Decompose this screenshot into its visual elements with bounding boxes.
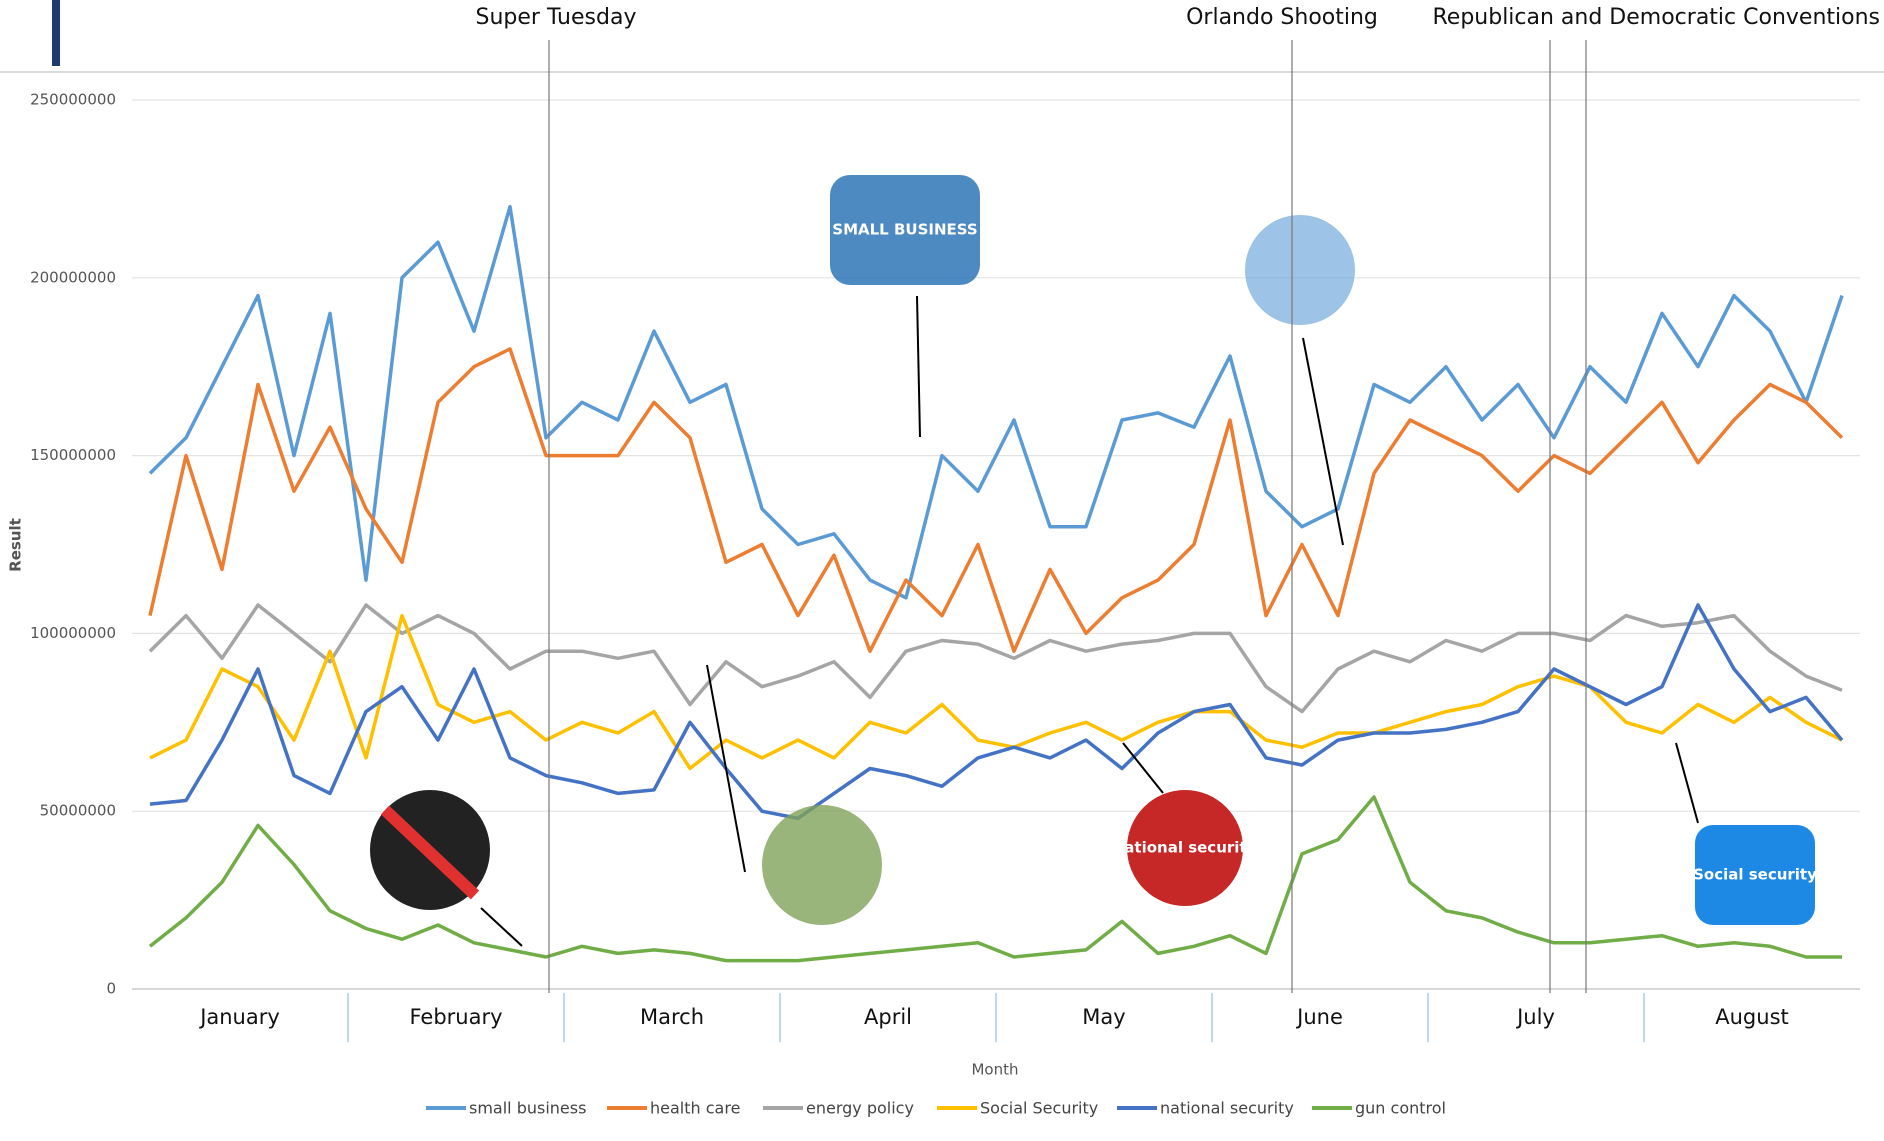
accent-bar [52, 0, 60, 66]
icon-energy [762, 805, 882, 925]
icon-gun-slash [380, 805, 480, 900]
icon-label: SMALL BUSINESS [832, 221, 977, 239]
y-tick-label: 0 [106, 980, 116, 998]
y-tick-label: 50000000 [40, 802, 116, 820]
y-tick-label: 150000000 [30, 446, 116, 464]
pointer [1675, 742, 1699, 824]
series-line [149, 603, 1844, 821]
month-label: April [864, 1005, 912, 1029]
series-line [149, 613, 1843, 771]
pointer [480, 907, 523, 947]
x-axis-label: Month [971, 1061, 1018, 1079]
y-tick-label: 200000000 [30, 268, 116, 286]
icon-label: national security [1114, 839, 1257, 857]
month-label: May [1082, 1005, 1125, 1029]
month-label: August [1715, 1005, 1789, 1029]
month-label: February [409, 1005, 502, 1029]
series-line [148, 795, 1842, 963]
legend-label: national security [1160, 1099, 1294, 1118]
series-line [148, 603, 1843, 714]
pointer [916, 295, 921, 438]
y-tick-label: 250000000 [30, 91, 116, 109]
pointer [1122, 742, 1164, 794]
month-label: July [1515, 1005, 1555, 1029]
y-axis-label: Result [7, 518, 25, 572]
icon-small-business [830, 175, 980, 285]
y-tick-label: 100000000 [30, 624, 116, 642]
month-label: March [640, 1005, 704, 1029]
legend-label: health care [650, 1099, 740, 1118]
annotation-label: Super Tuesday [476, 5, 637, 30]
icon-national-security [1127, 790, 1243, 906]
series-line [148, 204, 1844, 600]
pointer [1302, 337, 1344, 546]
icon-health [1245, 215, 1355, 325]
annotation-label: Republican and Democratic Conventions [1432, 5, 1880, 30]
annotation-label: Orlando Shooting [1186, 5, 1378, 30]
month-label: January [198, 1005, 280, 1029]
pointer [706, 664, 746, 873]
icons: SMALL BUSINESS national security Social … [370, 175, 1817, 947]
icon-label: Social security [1693, 866, 1817, 884]
legend-label: gun control [1355, 1099, 1446, 1118]
legend-label: energy policy [806, 1099, 914, 1118]
month-label: June [1295, 1005, 1343, 1029]
legend-label: Social Security [980, 1099, 1098, 1118]
series-line [148, 347, 1844, 653]
icon-social-security [1695, 825, 1815, 925]
legend-label: small business [469, 1099, 586, 1118]
